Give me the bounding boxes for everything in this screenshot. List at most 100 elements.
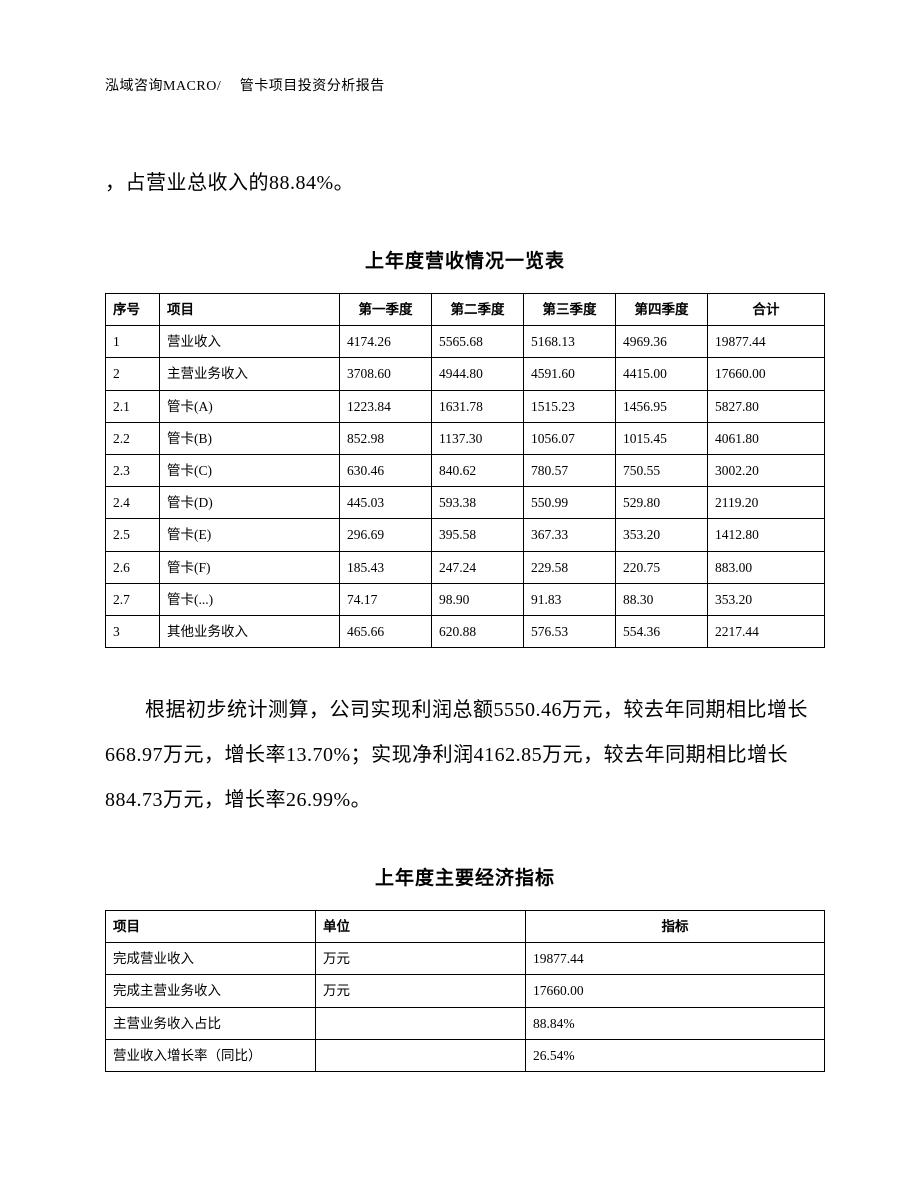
cell-c6: 4415.00	[616, 358, 708, 390]
cell-c1: 营业收入增长率（同比）	[106, 1039, 316, 1071]
cell-c6: 88.30	[616, 583, 708, 615]
cell-c2	[316, 1007, 526, 1039]
cell-c6: 220.75	[616, 551, 708, 583]
cell-c3: 445.03	[340, 487, 432, 519]
cell-c1: 完成主营业务收入	[106, 975, 316, 1007]
cell-c7: 4061.80	[708, 422, 825, 454]
col-project: 项目	[106, 911, 316, 943]
cell-c6: 529.80	[616, 487, 708, 519]
paragraph-2: 根据初步统计测算，公司实现利润总额5550.46万元，较去年同期相比增长668.…	[105, 688, 825, 823]
table1-title: 上年度营收情况一览表	[105, 246, 825, 273]
revenue-table: 序号 项目 第一季度 第二季度 第三季度 第四季度 合计 1营业收入4174.2…	[105, 293, 825, 648]
cell-c2: 管卡(A)	[160, 390, 340, 422]
cell-c2	[316, 1039, 526, 1071]
cell-c5: 1056.07	[524, 422, 616, 454]
table-row: 2.4管卡(D)445.03593.38550.99529.802119.20	[106, 487, 825, 519]
cell-c7: 3002.20	[708, 454, 825, 486]
cell-c4: 840.62	[432, 454, 524, 486]
table-row: 2.5管卡(E)296.69395.58367.33353.201412.80	[106, 519, 825, 551]
cell-c7: 17660.00	[708, 358, 825, 390]
cell-c4: 593.38	[432, 487, 524, 519]
cell-c2: 管卡(E)	[160, 519, 340, 551]
cell-c5: 367.33	[524, 519, 616, 551]
table-row: 2主营业务收入3708.604944.804591.604415.0017660…	[106, 358, 825, 390]
page-header: 泓域咨询MACRO/ 管卡项目投资分析报告	[105, 75, 825, 95]
table-row: 营业收入增长率（同比） 26.54%	[106, 1039, 825, 1071]
cell-c2: 管卡(D)	[160, 487, 340, 519]
cell-c5: 780.57	[524, 454, 616, 486]
cell-c1: 主营业务收入占比	[106, 1007, 316, 1039]
col-q4: 第四季度	[616, 294, 708, 326]
cell-c3: 26.54%	[526, 1039, 825, 1071]
cell-c1: 2.4	[106, 487, 160, 519]
col-q2: 第二季度	[432, 294, 524, 326]
cell-c5: 550.99	[524, 487, 616, 519]
cell-c1: 2	[106, 358, 160, 390]
cell-c2: 万元	[316, 943, 526, 975]
table-row: 2.6管卡(F)185.43247.24229.58220.75883.00	[106, 551, 825, 583]
cell-c3: 17660.00	[526, 975, 825, 1007]
cell-c1: 3	[106, 615, 160, 647]
cell-c3: 19877.44	[526, 943, 825, 975]
cell-c5: 4591.60	[524, 358, 616, 390]
cell-c3: 88.84%	[526, 1007, 825, 1039]
cell-c3: 4174.26	[340, 326, 432, 358]
cell-c3: 852.98	[340, 422, 432, 454]
cell-c6: 554.36	[616, 615, 708, 647]
cell-c3: 296.69	[340, 519, 432, 551]
cell-c1: 2.2	[106, 422, 160, 454]
cell-c1: 2.3	[106, 454, 160, 486]
cell-c6: 1015.45	[616, 422, 708, 454]
table2-title: 上年度主要经济指标	[105, 863, 825, 890]
cell-c4: 395.58	[432, 519, 524, 551]
cell-c7: 19877.44	[708, 326, 825, 358]
cell-c2: 其他业务收入	[160, 615, 340, 647]
col-q3: 第三季度	[524, 294, 616, 326]
table-row: 主营业务收入占比 88.84%	[106, 1007, 825, 1039]
cell-c7: 353.20	[708, 583, 825, 615]
cell-c3: 185.43	[340, 551, 432, 583]
table-row: 2.3管卡(C)630.46840.62780.57750.553002.20	[106, 454, 825, 486]
col-index: 指标	[526, 911, 825, 943]
cell-c2: 万元	[316, 975, 526, 1007]
col-total: 合计	[708, 294, 825, 326]
cell-c3: 74.17	[340, 583, 432, 615]
cell-c5: 91.83	[524, 583, 616, 615]
cell-c4: 1631.78	[432, 390, 524, 422]
table-row: 完成主营业务收入万元17660.00	[106, 975, 825, 1007]
cell-c5: 229.58	[524, 551, 616, 583]
cell-c4: 5565.68	[432, 326, 524, 358]
table-row: 完成营业收入万元19877.44	[106, 943, 825, 975]
cell-c4: 620.88	[432, 615, 524, 647]
cell-c2: 管卡(...)	[160, 583, 340, 615]
table-row: 2.7管卡(...)74.1798.9091.8388.30353.20	[106, 583, 825, 615]
cell-c7: 1412.80	[708, 519, 825, 551]
cell-c2: 管卡(C)	[160, 454, 340, 486]
cell-c4: 247.24	[432, 551, 524, 583]
col-q1: 第一季度	[340, 294, 432, 326]
cell-c2: 营业收入	[160, 326, 340, 358]
cell-c4: 1137.30	[432, 422, 524, 454]
table1-header-row: 序号 项目 第一季度 第二季度 第三季度 第四季度 合计	[106, 294, 825, 326]
cell-c7: 883.00	[708, 551, 825, 583]
cell-c1: 2.1	[106, 390, 160, 422]
cell-c1: 1	[106, 326, 160, 358]
table2-header-row: 项目 单位 指标	[106, 911, 825, 943]
cell-c3: 3708.60	[340, 358, 432, 390]
cell-c7: 2217.44	[708, 615, 825, 647]
col-item: 项目	[160, 294, 340, 326]
cell-c4: 4944.80	[432, 358, 524, 390]
cell-c2: 管卡(F)	[160, 551, 340, 583]
cell-c1: 完成营业收入	[106, 943, 316, 975]
table-row: 2.1管卡(A)1223.841631.781515.231456.955827…	[106, 390, 825, 422]
cell-c5: 5168.13	[524, 326, 616, 358]
col-seq: 序号	[106, 294, 160, 326]
table-row: 3其他业务收入465.66620.88576.53554.362217.44	[106, 615, 825, 647]
col-unit: 单位	[316, 911, 526, 943]
cell-c2: 管卡(B)	[160, 422, 340, 454]
cell-c6: 1456.95	[616, 390, 708, 422]
indicators-table: 项目 单位 指标 完成营业收入万元19877.44完成主营业务收入万元17660…	[105, 910, 825, 1072]
cell-c1: 2.6	[106, 551, 160, 583]
cell-c1: 2.5	[106, 519, 160, 551]
table-row: 2.2管卡(B)852.981137.301056.071015.454061.…	[106, 422, 825, 454]
